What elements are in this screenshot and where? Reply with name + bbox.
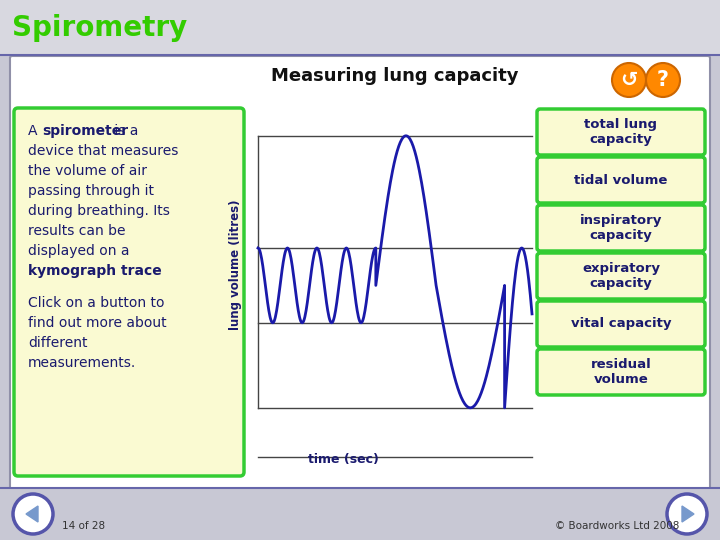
Text: tidal volume: tidal volume bbox=[575, 173, 667, 186]
Circle shape bbox=[13, 494, 53, 534]
FancyBboxPatch shape bbox=[10, 56, 710, 490]
Text: passing through it: passing through it bbox=[28, 184, 154, 198]
Text: total lung
capacity: total lung capacity bbox=[585, 118, 657, 146]
Text: find out more about: find out more about bbox=[28, 316, 166, 330]
FancyBboxPatch shape bbox=[14, 108, 244, 476]
Text: measurements.: measurements. bbox=[28, 356, 136, 370]
Text: time (sec): time (sec) bbox=[308, 454, 379, 467]
Text: results can be: results can be bbox=[28, 224, 125, 238]
FancyBboxPatch shape bbox=[537, 157, 705, 203]
FancyBboxPatch shape bbox=[0, 488, 720, 540]
Text: different: different bbox=[28, 336, 88, 350]
Text: device that measures: device that measures bbox=[28, 144, 179, 158]
Text: the volume of air: the volume of air bbox=[28, 164, 147, 178]
Text: © Boardworks Ltd 2008: © Boardworks Ltd 2008 bbox=[555, 521, 680, 531]
Text: ?: ? bbox=[657, 70, 669, 90]
Text: Spirometry: Spirometry bbox=[12, 14, 187, 42]
Circle shape bbox=[646, 63, 680, 97]
Text: Click on a button to: Click on a button to bbox=[28, 296, 164, 310]
Circle shape bbox=[667, 494, 707, 534]
Polygon shape bbox=[26, 506, 38, 522]
Text: expiratory
capacity: expiratory capacity bbox=[582, 262, 660, 290]
FancyBboxPatch shape bbox=[537, 349, 705, 395]
Text: is a: is a bbox=[110, 124, 138, 138]
Text: ↺: ↺ bbox=[620, 70, 638, 90]
Text: 14 of 28: 14 of 28 bbox=[62, 521, 105, 531]
Circle shape bbox=[612, 63, 646, 97]
FancyBboxPatch shape bbox=[0, 0, 720, 55]
Polygon shape bbox=[682, 506, 694, 522]
Text: kymograph trace: kymograph trace bbox=[28, 264, 162, 278]
Text: spirometer: spirometer bbox=[42, 124, 128, 138]
Text: A: A bbox=[28, 124, 42, 138]
FancyBboxPatch shape bbox=[537, 205, 705, 251]
FancyBboxPatch shape bbox=[537, 301, 705, 347]
Text: vital capacity: vital capacity bbox=[571, 318, 671, 330]
FancyBboxPatch shape bbox=[537, 253, 705, 299]
Text: lung volume (litres): lung volume (litres) bbox=[230, 200, 243, 330]
Text: displayed on a: displayed on a bbox=[28, 244, 130, 258]
Text: Measuring lung capacity: Measuring lung capacity bbox=[271, 67, 518, 85]
Text: inspiratory
capacity: inspiratory capacity bbox=[580, 214, 662, 242]
Text: residual
volume: residual volume bbox=[590, 358, 652, 386]
FancyBboxPatch shape bbox=[537, 109, 705, 155]
Text: during breathing. Its: during breathing. Its bbox=[28, 204, 170, 218]
Text: .: . bbox=[147, 264, 151, 278]
